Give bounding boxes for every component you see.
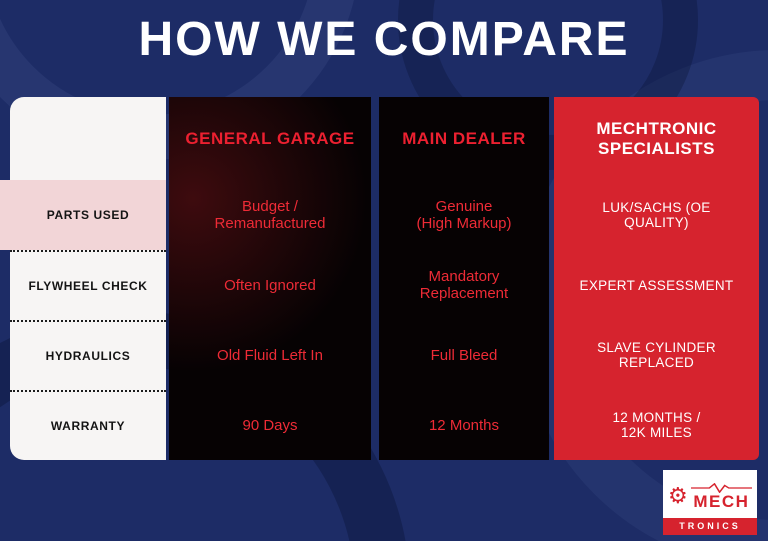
table-cell: Often Ignored (224, 276, 316, 294)
row-label-hydraulics: HYDRAULICS (10, 320, 166, 390)
column-main-dealer: MAIN DEALER Genuine (High Markup) Mandat… (379, 97, 549, 460)
row-label-warranty: WARRANTY (10, 390, 166, 460)
table-cell: Genuine (High Markup) (416, 198, 512, 232)
pink-row-accent (0, 180, 12, 250)
column-header-general-garage: GENERAL GARAGE (185, 128, 355, 148)
table-cell: SLAVE CYLINDER REPLACED (597, 340, 716, 370)
table-cell: 90 Days (242, 416, 298, 434)
logo-right-section: MECH (690, 482, 752, 511)
logo-text-tronics: TRONICS (663, 518, 757, 535)
table-cell: Full Bleed (430, 346, 498, 364)
logo-text-mech: MECH (693, 491, 750, 511)
table-cell: Budget / Remanufactured (214, 198, 326, 232)
row-labels-column: PARTS USED FLYWHEEL CHECK HYDRAULICS WAR… (10, 97, 166, 460)
comparison-table: PARTS USED FLYWHEEL CHECK HYDRAULICS WAR… (10, 97, 759, 460)
column-header-main-dealer: MAIN DEALER (402, 128, 526, 148)
gear-icon: ⚙ (668, 483, 688, 508)
table-cell: 12 MONTHS / 12K MILES (612, 410, 701, 440)
column-header-mechtronic-specialists: MECHTRONIC SPECIALISTS (596, 118, 717, 158)
heartbeat-icon (690, 482, 752, 493)
table-cell: Old Fluid Left In (217, 346, 323, 364)
table-cell: 12 Months (428, 416, 500, 434)
row-label-parts-used: PARTS USED (10, 180, 166, 250)
empty-header-cell (10, 97, 166, 180)
column-general-garage: GENERAL GARAGE Budget / Remanufactured O… (169, 97, 371, 460)
column-mechtronic-specialists: MECHTRONIC SPECIALISTS LUK/SACHS (OE QUA… (554, 97, 759, 460)
table-cell: Mandatory Replacement (419, 268, 509, 302)
table-cell: LUK/SACHS (OE QUALITY) (602, 200, 711, 230)
row-label-flywheel-check: FLYWHEEL CHECK (10, 250, 166, 320)
logo-top-section: ⚙ MECH (663, 470, 757, 518)
table-cell: EXPERT ASSESSMENT (579, 277, 734, 293)
mechtronics-logo: ⚙ MECH TRONICS (663, 470, 757, 535)
page-title: HOW WE COMPARE (138, 13, 630, 66)
